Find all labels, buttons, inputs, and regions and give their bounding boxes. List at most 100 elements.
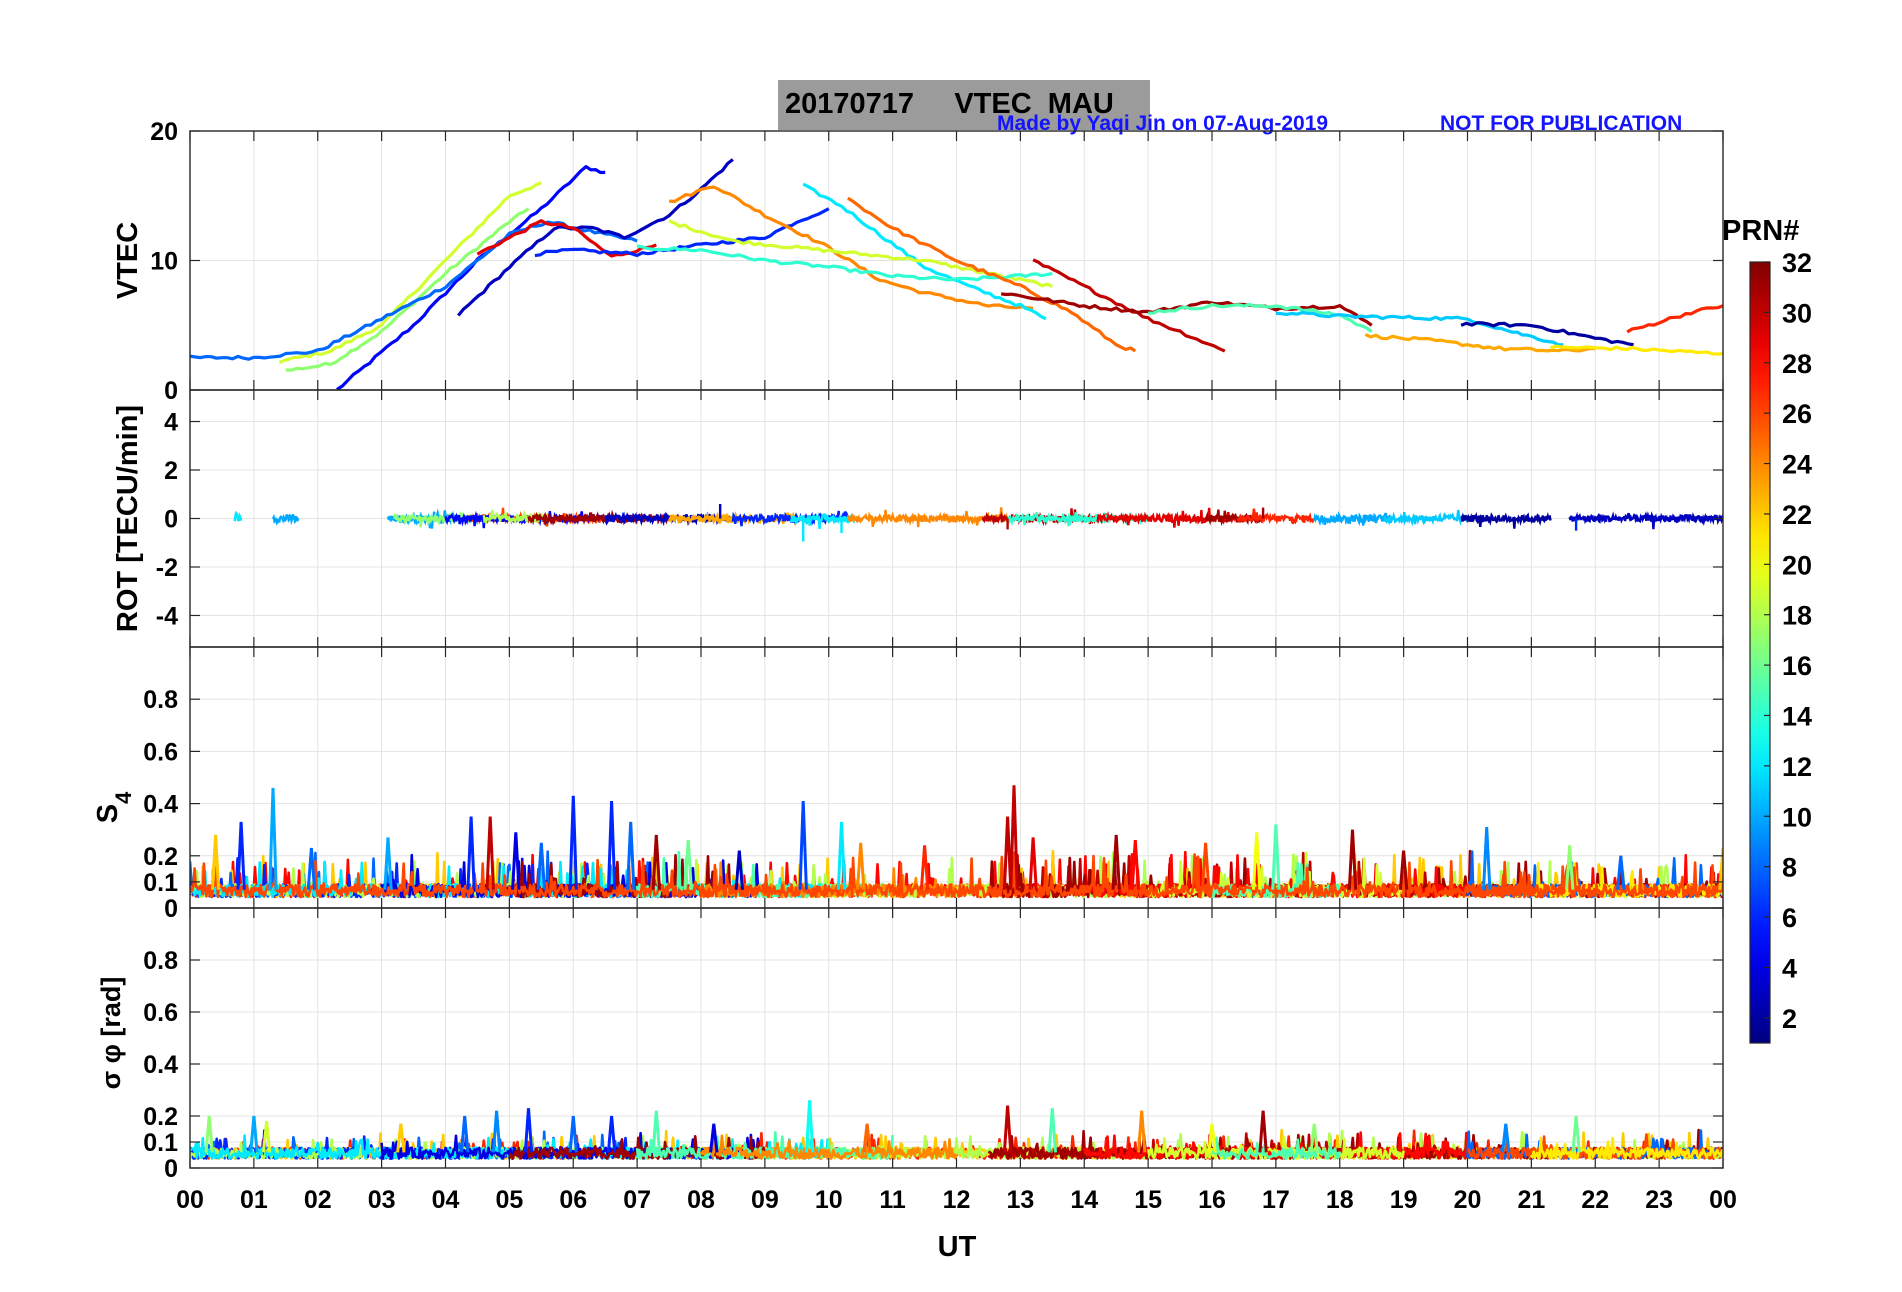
y-tick-label: 0.6 xyxy=(143,738,178,766)
s4-spike-prn8 xyxy=(536,842,546,890)
colorbar-tick-label: 30 xyxy=(1782,298,1812,328)
x-tick-label: 11 xyxy=(879,1186,906,1214)
y-tick-label: 0.4 xyxy=(143,791,178,819)
data-layer xyxy=(190,1100,1723,1160)
vtec-series-prn24 xyxy=(669,185,1034,310)
sigma_phi-spike-prn16 xyxy=(1571,1115,1581,1153)
vtec-series-prn5 xyxy=(336,165,606,390)
sigma_phi-spike-prn22 xyxy=(396,1123,406,1153)
colorbar-scale xyxy=(1749,261,1771,1044)
panel-vtec: 0 10 20 VTEC xyxy=(112,118,1724,405)
s4-spike-prn29 xyxy=(1028,837,1038,890)
s4-spike-prn31 xyxy=(1398,850,1409,890)
sigma_phi-series-prn21 xyxy=(1530,1136,1723,1160)
notice-text: NOT FOR PUBLICATION xyxy=(1440,112,1683,135)
y-tick-label: 0.1 xyxy=(143,1129,178,1157)
s4-spike-prn30 xyxy=(1009,785,1019,890)
vtec-series-prn2 xyxy=(1460,321,1634,347)
vtec-series-prn25 xyxy=(847,196,1137,353)
rot-series-prn24 xyxy=(846,507,1009,528)
x-tick-label: 22 xyxy=(1581,1186,1609,1214)
vtec-series-prn23 xyxy=(1364,332,1596,353)
s4-spike-prn20 xyxy=(1252,832,1262,890)
y-tick-label: 20 xyxy=(150,118,178,146)
colorbar-tick-label: 2 xyxy=(1782,1004,1797,1034)
y-tick-label: 0 xyxy=(164,377,178,405)
s4-spike-prn17 xyxy=(1565,845,1575,890)
y-tick-label: -4 xyxy=(156,602,178,630)
sigma_phi-spike-prn30 xyxy=(1002,1105,1013,1153)
s4-spike-prn28 xyxy=(1130,840,1140,890)
vtec-series-prn11 xyxy=(1275,310,1564,347)
colorbar-tick-label: 18 xyxy=(1782,601,1812,631)
colorbar-tick-label: 4 xyxy=(1782,953,1797,983)
s4-spike-prn6 xyxy=(236,821,246,890)
vtec-series-prn17 xyxy=(285,207,530,372)
x-tick-label: 13 xyxy=(1006,1186,1034,1214)
vtec-series-prn21 xyxy=(1550,344,1723,356)
colorbar-tick-label: 26 xyxy=(1782,399,1812,429)
x-tick-label: 15 xyxy=(1134,1186,1162,1214)
vtec-series-prn12 xyxy=(802,182,1047,321)
rot-series-prn10 xyxy=(291,514,300,525)
s4-spike-prn31 xyxy=(1347,829,1358,890)
sigma_phi-spike-prn15 xyxy=(1047,1108,1057,1153)
sigma_phi-spike-prn17 xyxy=(1309,1123,1319,1153)
x-tick-label: 02 xyxy=(304,1186,332,1214)
x-tick-label: 04 xyxy=(432,1186,460,1214)
s4-spike-prn6 xyxy=(466,816,476,890)
s4-spike-prn4 xyxy=(511,832,521,890)
x-tick-label: 03 xyxy=(368,1186,396,1214)
x-tick-label: 05 xyxy=(495,1186,523,1214)
s4-spike-prn12 xyxy=(836,821,847,890)
s4-spike-prn22 xyxy=(1718,847,1723,890)
vtec-series-prn6 xyxy=(534,207,830,258)
vtec-series-prn15 xyxy=(1148,302,1373,333)
sigma_phi-spike-prn20 xyxy=(1207,1123,1217,1153)
s4-spike-prn3 xyxy=(734,850,744,890)
s4-spike-prn10 xyxy=(268,787,278,890)
sigma_phi-spike-prn8 xyxy=(568,1115,578,1153)
colorbar-tick-label: 24 xyxy=(1782,450,1812,480)
s4-spike-prn31 xyxy=(1111,834,1121,890)
title-kind: VTEC MAU xyxy=(954,88,1114,120)
colorbar-label: PRN# xyxy=(1722,215,1799,247)
colorbar-tick-label: 16 xyxy=(1782,651,1812,681)
vtec-series-prn14 xyxy=(636,244,1053,282)
s4-spike-prn31 xyxy=(651,834,661,890)
colorbar-tick-label: 6 xyxy=(1782,903,1797,933)
data-layer xyxy=(190,158,1723,390)
x-tick-label: 19 xyxy=(1390,1186,1418,1214)
x-tick-label: 21 xyxy=(1517,1186,1545,1214)
panel-rot: -4 -2 0 2 4 ROT [TECU/min] xyxy=(112,389,1724,648)
rot-series-prn27 xyxy=(1236,508,1315,525)
y-axis-label: ROT [TECU/min] xyxy=(112,405,144,632)
colorbar-tick-label: 10 xyxy=(1782,802,1812,832)
y-tick-label: 4 xyxy=(164,409,178,437)
x-tick-label: 01 xyxy=(240,1186,268,1214)
vtec-series-prn30 xyxy=(1032,258,1226,353)
y-axis-label: VTEC xyxy=(112,222,144,299)
vtec-series-prn19 xyxy=(278,181,542,364)
x-tick-label: 07 xyxy=(623,1186,651,1214)
y-label-sub: 4 xyxy=(111,791,136,804)
sigma_phi-spike-prn15 xyxy=(651,1110,661,1153)
sigma_phi-spike-prn8 xyxy=(460,1115,470,1153)
y-tick-label: 0.8 xyxy=(143,686,178,714)
data-layer xyxy=(190,785,1723,899)
x-tick-label: 16 xyxy=(1198,1186,1226,1214)
sigma_phi-spike-prn4 xyxy=(709,1123,719,1153)
title-date: 20170717 xyxy=(785,88,915,120)
sigma_phi-spike-prn6 xyxy=(523,1108,534,1153)
s4-spike-prn9 xyxy=(1482,827,1492,890)
colorbar-tick-label: 22 xyxy=(1782,500,1812,530)
sigma_phi-spike-prn17 xyxy=(204,1115,214,1153)
s4-spike-prn24 xyxy=(856,842,866,890)
y-tick-label: 2 xyxy=(164,457,178,485)
panel-sigma_phi: 00.10.2 0.4 0.6 0.8 σ φ [rad] 00 01 02 03 04 05 06 0… xyxy=(96,907,1737,1214)
y-tick-label: 0.6 xyxy=(143,999,178,1027)
sigma_phi-spike-prn9 xyxy=(491,1110,502,1153)
y-tick-label: 0.2 xyxy=(143,843,178,871)
y-tick-label: 0.1 xyxy=(143,869,178,897)
